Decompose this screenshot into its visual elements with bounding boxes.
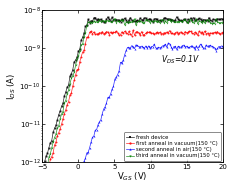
fresh device [118, 19, 120, 21]
Text: V$_{DS}$=0.1V: V$_{DS}$=0.1V [161, 53, 201, 66]
first anneal in vacuum(150 °C) [184, 30, 186, 33]
Line: first anneal in vacuum(150 °C): first anneal in vacuum(150 °C) [41, 29, 224, 189]
Line: fresh device: fresh device [41, 16, 224, 169]
first anneal in vacuum(150 °C) [41, 187, 43, 189]
fresh device [134, 20, 137, 22]
Line: second anneal in air(150 °C): second anneal in air(150 °C) [41, 42, 224, 189]
Line: third anneal in vacuum(150 °C): third anneal in vacuum(150 °C) [41, 18, 224, 184]
fresh device [175, 16, 178, 18]
first anneal in vacuum(150 °C) [118, 34, 120, 36]
Y-axis label: I$_{DS}$ (A): I$_{DS}$ (A) [6, 72, 18, 100]
fresh device [174, 19, 177, 21]
second anneal in air(150 °C) [167, 42, 170, 44]
third anneal in vacuum(150 °C) [175, 21, 178, 23]
second anneal in air(150 °C) [175, 48, 178, 51]
fresh device [222, 18, 224, 21]
fresh device [90, 20, 93, 22]
X-axis label: V$_{GS}$ (V): V$_{GS}$ (V) [117, 171, 148, 184]
Legend: fresh device, first anneal in vacuum(150 °C), second anneal in air(150 °C), thir: fresh device, first anneal in vacuum(150… [124, 132, 221, 161]
fresh device [160, 19, 163, 22]
second anneal in air(150 °C) [222, 46, 224, 48]
first anneal in vacuum(150 °C) [175, 31, 178, 33]
fresh device [41, 167, 43, 170]
first anneal in vacuum(150 °C) [136, 30, 139, 33]
second anneal in air(150 °C) [90, 141, 93, 143]
first anneal in vacuum(150 °C) [222, 31, 224, 33]
third anneal in vacuum(150 °C) [184, 19, 186, 21]
second anneal in air(150 °C) [134, 44, 137, 46]
first anneal in vacuum(150 °C) [161, 33, 164, 35]
third anneal in vacuum(150 °C) [161, 19, 164, 21]
first anneal in vacuum(150 °C) [132, 29, 134, 31]
third anneal in vacuum(150 °C) [119, 19, 122, 22]
first anneal in vacuum(150 °C) [90, 30, 93, 33]
second anneal in air(150 °C) [118, 69, 120, 72]
fresh device [184, 18, 186, 20]
third anneal in vacuum(150 °C) [113, 17, 116, 20]
second anneal in air(150 °C) [160, 46, 163, 48]
second anneal in air(150 °C) [184, 46, 186, 48]
third anneal in vacuum(150 °C) [41, 182, 43, 184]
third anneal in vacuum(150 °C) [222, 21, 224, 23]
third anneal in vacuum(150 °C) [90, 21, 93, 23]
third anneal in vacuum(150 °C) [136, 21, 139, 23]
